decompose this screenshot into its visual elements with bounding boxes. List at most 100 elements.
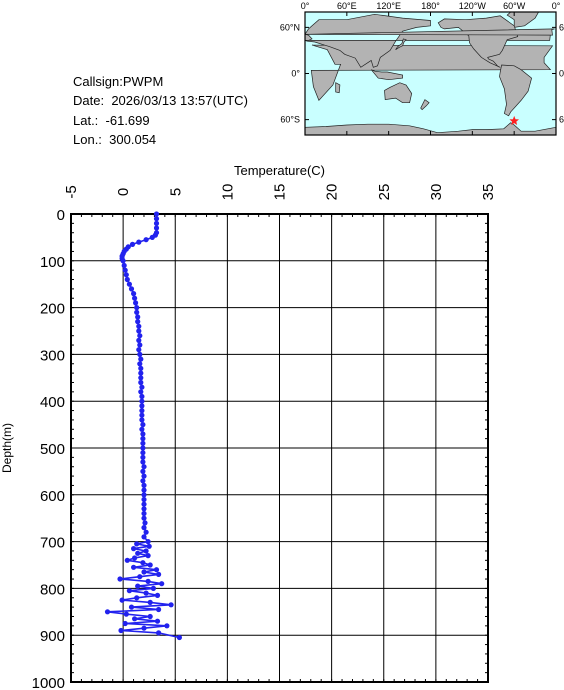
data-point <box>124 557 130 563</box>
data-point <box>156 571 162 578</box>
map-lat-label-left: 60°N <box>280 22 300 32</box>
data-point <box>120 258 126 264</box>
data-point <box>135 550 141 556</box>
data-point <box>137 342 143 348</box>
data-point <box>139 403 145 409</box>
x-tick-label: -5 <box>63 185 80 198</box>
data-point <box>126 281 132 287</box>
data-point <box>141 501 147 507</box>
y-tick-label: 0 <box>57 207 65 224</box>
data-point <box>126 588 132 594</box>
land-japan <box>395 38 407 50</box>
y-tick-label: 300 <box>40 347 65 364</box>
data-point <box>140 436 146 442</box>
data-point <box>138 389 144 395</box>
data-point <box>139 393 145 400</box>
location-map: 0° 60°E 120°E 180° 120°W 60°W 0° 60°N 60°N 0° 0° 60… <box>280 1 564 136</box>
data-point <box>141 487 147 493</box>
data-point <box>145 553 151 559</box>
data-point <box>138 356 144 362</box>
data-point <box>141 506 147 512</box>
data-point <box>140 431 146 437</box>
data-point <box>139 384 145 390</box>
map-lon-label: 60°W <box>503 1 526 11</box>
callsign-label: Callsign: <box>73 74 123 89</box>
map-land <box>305 12 556 135</box>
data-point <box>137 361 143 367</box>
plot-frame <box>70 213 489 683</box>
data-point <box>129 241 136 247</box>
map-lon-label: 120°W <box>459 1 487 11</box>
map-lon-label: 120°E <box>376 1 401 11</box>
data-point <box>147 613 153 620</box>
location-marker <box>509 115 519 125</box>
y-tick-label: 800 <box>40 581 65 598</box>
data-point <box>140 560 146 566</box>
data-point <box>123 611 129 617</box>
data-point <box>131 546 137 552</box>
data-point <box>138 370 144 376</box>
data-point <box>139 426 145 432</box>
lon-line: Lon.: 300.054 <box>73 130 248 149</box>
land-south-america <box>499 64 532 117</box>
data-point <box>141 569 147 575</box>
data-point <box>128 286 135 292</box>
data-point <box>156 630 162 636</box>
y-tick-label: 200 <box>40 301 65 318</box>
lat-label: Lat.: <box>73 112 99 128</box>
data-point <box>136 347 142 353</box>
data-point <box>141 534 147 540</box>
data-point <box>145 539 151 545</box>
data-point <box>131 564 137 570</box>
data-point <box>136 239 142 245</box>
data-point <box>122 267 128 273</box>
x-tick-label: 0 <box>115 188 132 196</box>
data-point <box>132 616 138 622</box>
data-point <box>134 595 140 601</box>
y-tick-label: 1000 <box>32 675 65 690</box>
data-point <box>140 478 146 484</box>
land-greenland <box>506 12 540 28</box>
data-point <box>141 496 147 503</box>
data-point <box>159 581 165 587</box>
data-point <box>135 314 141 320</box>
data-point <box>137 574 143 580</box>
data-point <box>140 468 146 474</box>
data-point <box>153 216 160 222</box>
date-value: 2026/03/13 13:57(UTC) <box>111 93 248 109</box>
data-point <box>138 365 144 371</box>
data-point <box>145 578 151 585</box>
data-point <box>141 525 147 531</box>
data-point <box>149 234 155 240</box>
data-point <box>134 305 140 311</box>
lon-value: 300.054 <box>109 131 157 147</box>
data-point <box>154 592 161 599</box>
data-point <box>153 211 160 217</box>
data-point <box>136 337 142 343</box>
data-point <box>141 464 147 470</box>
data-point <box>122 620 128 627</box>
y-tick-label: 700 <box>40 535 65 552</box>
land-europe-east <box>305 33 313 41</box>
data-point <box>121 262 127 269</box>
data-point <box>137 351 143 357</box>
data-point <box>140 440 146 446</box>
data-point <box>136 328 142 334</box>
lat-line: Lat.: -61.699 <box>73 111 248 130</box>
data-point <box>147 562 153 568</box>
date-label: Date: <box>73 93 105 109</box>
lon-label: Lon.: <box>73 131 102 147</box>
x-tick-label: 15 <box>272 184 289 201</box>
map-lat-label-right: 60°S <box>559 115 564 125</box>
data-point <box>141 625 147 631</box>
map-lat-label-right: 60°N <box>559 22 564 32</box>
land-australia <box>384 82 413 104</box>
land-uk <box>305 28 555 36</box>
data-point <box>134 541 140 547</box>
y-tick-label: 600 <box>40 488 65 505</box>
data-point <box>147 599 153 606</box>
data-point <box>135 583 141 589</box>
x-tick-label: 30 <box>428 184 445 201</box>
data-point <box>143 237 149 243</box>
